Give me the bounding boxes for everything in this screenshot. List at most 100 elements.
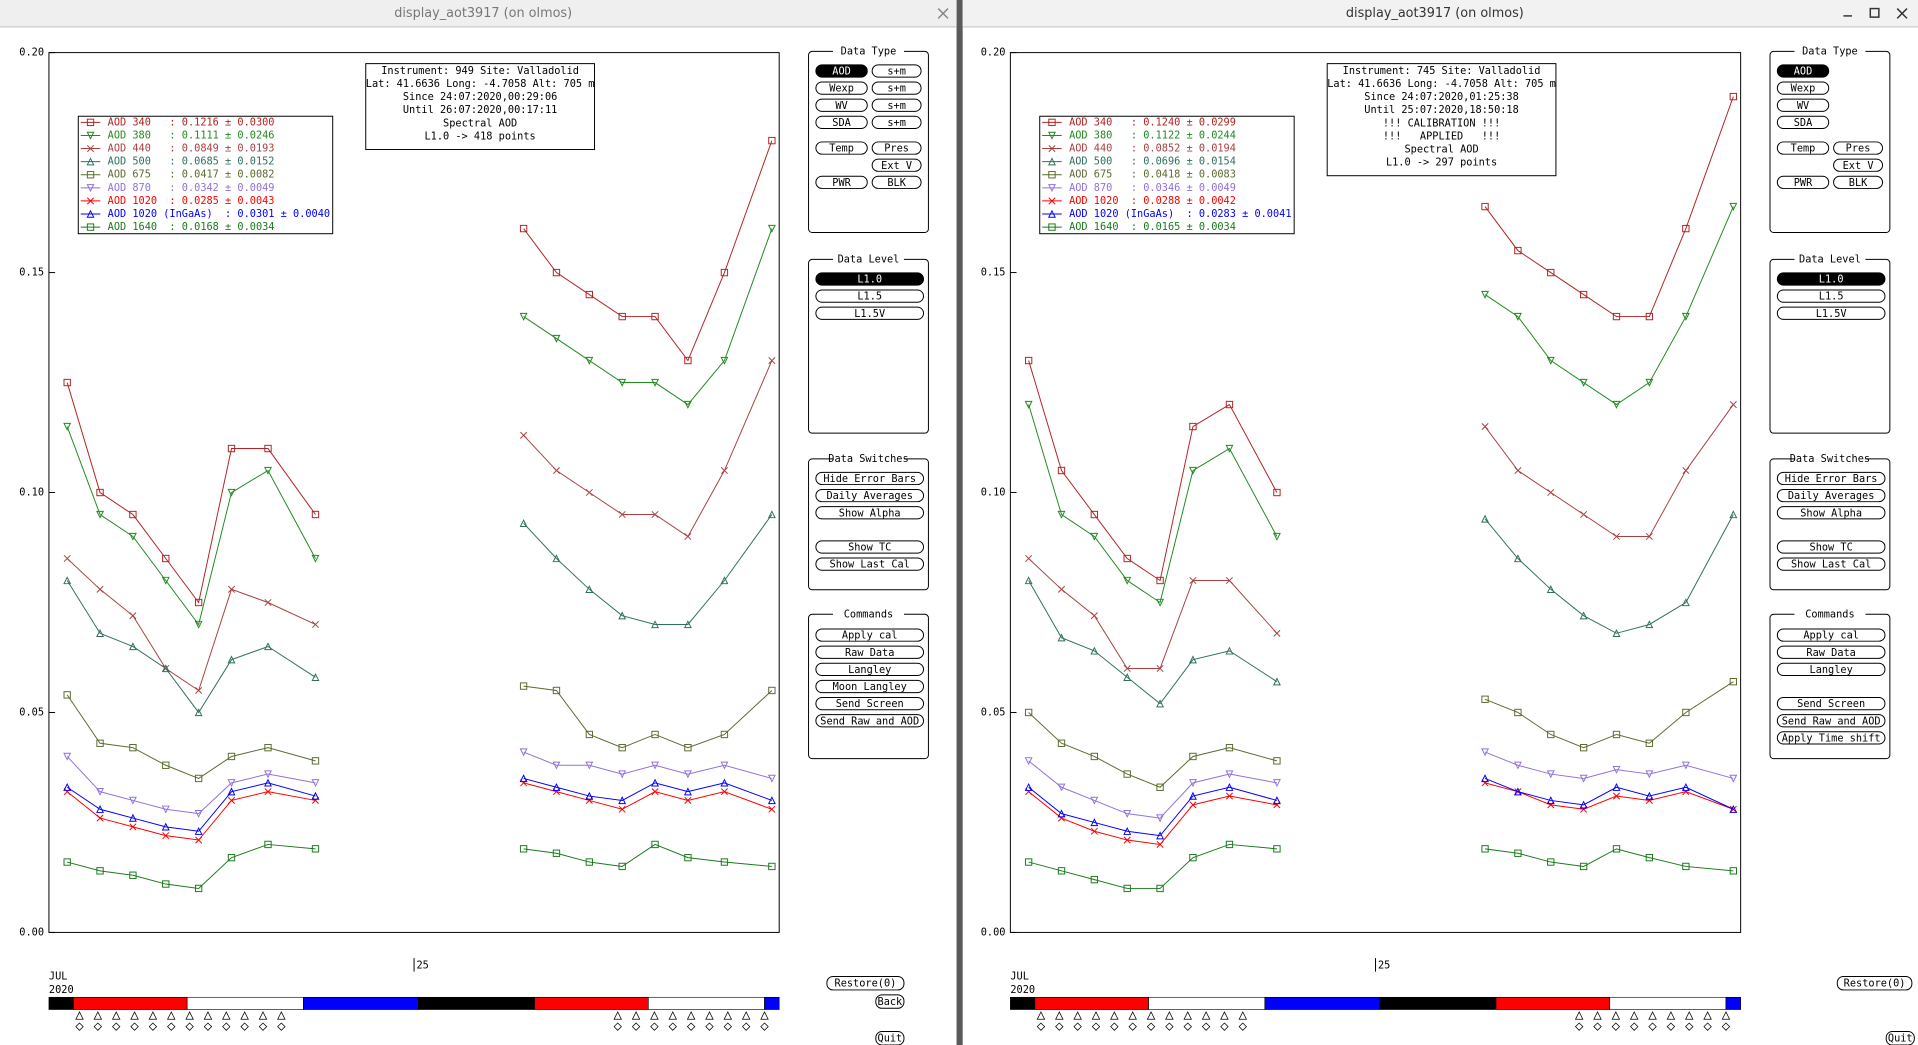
button[interactable] xyxy=(815,272,925,286)
button[interactable] xyxy=(1885,1031,1915,1045)
button[interactable] xyxy=(1836,975,1913,991)
button-label[interactable]: WV xyxy=(835,100,847,112)
button-label[interactable]: s+m xyxy=(887,83,906,95)
button-label[interactable]: s+m xyxy=(887,117,906,129)
button-label[interactable]: Back xyxy=(878,996,904,1008)
button-label[interactable]: L1.0 xyxy=(857,274,882,286)
button-label[interactable]: Quit xyxy=(878,1033,903,1045)
button[interactable] xyxy=(1833,158,1884,172)
button-label[interactable]: Show Alpha xyxy=(1800,507,1862,519)
button[interactable] xyxy=(1776,731,1886,745)
button[interactable] xyxy=(1776,662,1886,676)
button-label[interactable]: BLK xyxy=(887,177,906,189)
button-label[interactable]: Moon Langley xyxy=(833,681,907,693)
button[interactable] xyxy=(871,175,922,189)
button-label[interactable]: Send Screen xyxy=(836,698,904,710)
button[interactable] xyxy=(1776,175,1830,189)
button[interactable] xyxy=(1776,506,1886,520)
button-label[interactable]: Send Screen xyxy=(1797,698,1865,710)
button[interactable] xyxy=(815,81,868,95)
button[interactable] xyxy=(1776,540,1886,554)
button[interactable] xyxy=(1776,141,1830,155)
button[interactable] xyxy=(815,141,868,155)
button[interactable] xyxy=(815,679,925,694)
button-label[interactable]: Ext V xyxy=(1843,160,1874,172)
button-label[interactable]: Daily Averages xyxy=(826,490,913,502)
button[interactable] xyxy=(815,115,868,129)
window-controls[interactable] xyxy=(1843,7,1908,19)
button[interactable] xyxy=(815,488,925,503)
button-label[interactable]: L1.5 xyxy=(857,291,882,303)
button[interactable] xyxy=(815,98,868,112)
button[interactable] xyxy=(1776,115,1830,129)
button-label[interactable]: Apply cal xyxy=(842,630,898,642)
button[interactable] xyxy=(826,975,905,991)
button-label[interactable]: Wexp xyxy=(1791,83,1816,95)
button[interactable] xyxy=(1776,488,1886,503)
button[interactable] xyxy=(1776,64,1830,78)
button[interactable] xyxy=(1776,645,1886,659)
button-label[interactable]: Show TC xyxy=(1810,542,1853,554)
button[interactable] xyxy=(815,289,925,303)
button[interactable] xyxy=(871,115,922,129)
button[interactable] xyxy=(871,64,922,78)
button[interactable] xyxy=(815,506,925,520)
button-label[interactable]: Wexp xyxy=(829,83,854,95)
button-label[interactable]: Temp xyxy=(829,143,854,155)
button-label[interactable]: Temp xyxy=(1791,143,1816,155)
button-label[interactable]: L1.5V xyxy=(1816,308,1847,320)
button-label[interactable]: Langley xyxy=(1810,664,1853,676)
button-label[interactable]: Show Alpha xyxy=(839,507,901,519)
button-label[interactable]: Quit xyxy=(1888,1033,1913,1045)
button-label[interactable]: Send Raw and AOD xyxy=(1782,715,1881,727)
button-label[interactable]: Raw Data xyxy=(1806,647,1855,659)
button-label[interactable]: SDA xyxy=(832,117,851,129)
close-button[interactable] xyxy=(937,8,949,19)
button[interactable] xyxy=(1776,98,1830,112)
button-label[interactable]: Ext V xyxy=(881,160,912,172)
button[interactable] xyxy=(815,645,925,659)
button-label[interactable]: Langley xyxy=(848,664,891,676)
button[interactable] xyxy=(815,471,925,486)
button[interactable] xyxy=(875,994,905,1009)
button[interactable] xyxy=(1833,141,1884,155)
button-label[interactable]: s+m xyxy=(887,66,906,78)
button[interactable] xyxy=(875,1031,905,1045)
button-label[interactable]: Raw Data xyxy=(845,647,894,659)
button-label[interactable]: PWR xyxy=(1794,177,1813,189)
button[interactable] xyxy=(1776,714,1886,728)
button[interactable] xyxy=(1776,306,1886,320)
button[interactable] xyxy=(871,141,922,155)
button[interactable] xyxy=(1776,272,1886,286)
button-label[interactable]: Restore(0) xyxy=(1844,978,1906,990)
button-label[interactable]: L1.5V xyxy=(854,308,885,320)
button[interactable] xyxy=(1833,175,1884,189)
button-label[interactable]: L1.5 xyxy=(1819,291,1844,303)
button[interactable] xyxy=(871,81,922,95)
button[interactable] xyxy=(1776,471,1886,486)
button-label[interactable]: Apply cal xyxy=(1803,630,1859,642)
button[interactable] xyxy=(815,540,925,554)
button-label[interactable]: Show Last Cal xyxy=(1791,559,1871,571)
button-label[interactable]: Pres xyxy=(1846,143,1871,155)
button-label[interactable]: Apply Time shift xyxy=(1782,732,1881,744)
button[interactable] xyxy=(815,662,925,676)
button[interactable] xyxy=(815,557,925,571)
button-label[interactable]: AOD xyxy=(1794,66,1813,78)
button-label[interactable]: AOD xyxy=(832,66,851,78)
button[interactable] xyxy=(815,175,868,189)
button-label[interactable]: Hide Error Bars xyxy=(823,473,916,485)
button-label[interactable]: WV xyxy=(1797,100,1809,112)
button-label[interactable]: PWR xyxy=(832,177,851,189)
button-label[interactable]: BLK xyxy=(1849,177,1868,189)
button[interactable] xyxy=(815,696,925,711)
button-label[interactable]: Send Raw and AOD xyxy=(820,715,919,727)
button[interactable] xyxy=(1776,628,1886,642)
button[interactable] xyxy=(815,64,868,78)
button-label[interactable]: L1.0 xyxy=(1819,274,1844,286)
button[interactable] xyxy=(1776,696,1886,711)
button-label[interactable]: Hide Error Bars xyxy=(1785,473,1878,485)
button-label[interactable]: Show Last Cal xyxy=(830,559,910,571)
button[interactable] xyxy=(1776,557,1886,571)
button-label[interactable]: Show TC xyxy=(848,542,891,554)
